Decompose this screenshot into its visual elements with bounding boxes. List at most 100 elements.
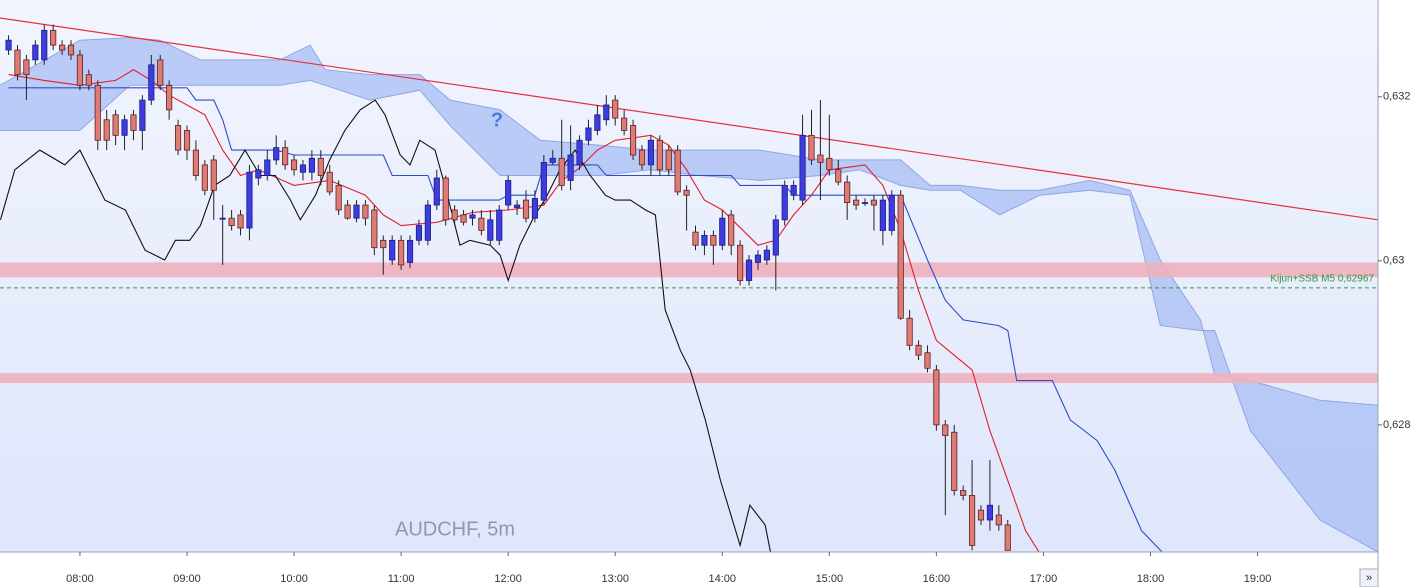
candle-body	[621, 117, 628, 131]
candle-body	[888, 194, 895, 231]
candle-body	[139, 99, 146, 131]
candle-body	[701, 234, 708, 246]
candle-body	[995, 514, 1002, 526]
candle-body	[237, 214, 244, 229]
candle-body	[540, 162, 547, 201]
candle-body	[754, 254, 762, 263]
x-tick-label: 11:00	[388, 573, 415, 585]
candle-body	[514, 204, 521, 208]
candle-body	[853, 199, 860, 206]
price-zone	[0, 262, 1378, 278]
candle-body	[210, 159, 217, 191]
candle-body	[977, 509, 985, 521]
candle-body	[710, 234, 717, 246]
candle-body	[505, 180, 512, 206]
candle-body	[23, 59, 30, 76]
candle-body	[112, 114, 119, 136]
candle-body	[826, 157, 833, 171]
y-tick-label: 0,632	[1383, 91, 1411, 103]
price-zone	[0, 373, 1378, 384]
candle-body	[380, 239, 387, 249]
candle-body	[67, 44, 75, 56]
x-tick-label: 10:00	[280, 573, 308, 585]
candle-body	[442, 177, 449, 221]
candle-body	[861, 202, 869, 204]
cloud-edge	[0, 37, 1378, 406]
candle-body	[85, 74, 92, 86]
candle-body	[326, 171, 333, 193]
candle-body	[335, 184, 342, 211]
candle-body	[897, 194, 904, 319]
candle-body	[148, 64, 155, 101]
candle-body	[924, 352, 931, 369]
candle-body	[960, 490, 967, 496]
candle-body	[879, 199, 886, 231]
axes: 0,628 0,63 0,632 08:00 09:00 10:00 11:00 12:00 1…	[66, 91, 1410, 585]
candle-body	[799, 134, 806, 201]
candle-body	[638, 149, 646, 166]
candle-body	[246, 171, 253, 229]
candle-body	[647, 139, 654, 166]
annotation: ?	[491, 110, 503, 132]
candle-body	[870, 199, 878, 206]
candle-body	[192, 149, 199, 176]
indicator-line	[0, 99, 772, 552]
candle-body	[451, 209, 458, 221]
candle-body	[273, 147, 280, 161]
candle-body	[94, 84, 101, 141]
candle-body	[398, 239, 405, 266]
candle-body	[433, 177, 440, 206]
candle-body	[353, 204, 360, 219]
candle-body	[522, 199, 530, 219]
scroll-button-label[interactable]: »	[1366, 572, 1372, 584]
candle-body	[308, 157, 315, 173]
x-tick-label: 16:00	[923, 573, 951, 585]
candle-body	[665, 149, 672, 171]
candle-body	[906, 317, 913, 346]
candle-body	[968, 495, 976, 546]
x-tick-label: 12:00	[494, 573, 522, 585]
candle-body	[585, 127, 592, 141]
candle-body	[50, 29, 57, 46]
candle-body	[5, 39, 12, 51]
candle-body	[933, 369, 940, 426]
candle-body	[951, 431, 958, 491]
candle-body	[763, 249, 770, 261]
candle-body	[603, 104, 610, 121]
y-tick-label: 0,63	[1383, 255, 1404, 267]
candle-body	[32, 44, 39, 61]
candle-body	[460, 214, 467, 223]
candle-body	[674, 149, 681, 193]
level-label: Kijun+SSB M5 0,62967	[1270, 274, 1374, 285]
candle-body	[915, 344, 922, 356]
candle-body	[817, 154, 824, 163]
x-tick-label: 19:00	[1244, 573, 1272, 585]
candle-body	[228, 217, 235, 226]
candle-body	[986, 504, 993, 521]
candle-body	[683, 189, 690, 196]
candle-body	[59, 44, 66, 51]
candle-body	[558, 157, 565, 186]
candle-body	[415, 225, 423, 241]
candle-body	[692, 231, 699, 246]
candle-body	[549, 157, 556, 163]
candle-body	[157, 59, 164, 86]
candle-body	[424, 204, 431, 241]
cloud-edge	[0, 79, 1378, 552]
candle-body	[282, 147, 289, 166]
x-tick-label: 09:00	[173, 573, 201, 585]
candle-body	[130, 114, 137, 131]
scroll-button[interactable]	[1359, 568, 1379, 587]
indicator-line	[8, 87, 1163, 552]
candle-body	[576, 139, 583, 166]
candle-body	[264, 159, 271, 176]
candle-body	[594, 114, 601, 131]
candle-body	[299, 164, 307, 173]
candle-body	[219, 217, 226, 220]
candle-body	[496, 209, 503, 241]
x-tick-label: 15:00	[816, 573, 844, 585]
candle-body	[166, 84, 173, 111]
candle-body	[362, 204, 369, 219]
candle-body	[14, 49, 21, 76]
